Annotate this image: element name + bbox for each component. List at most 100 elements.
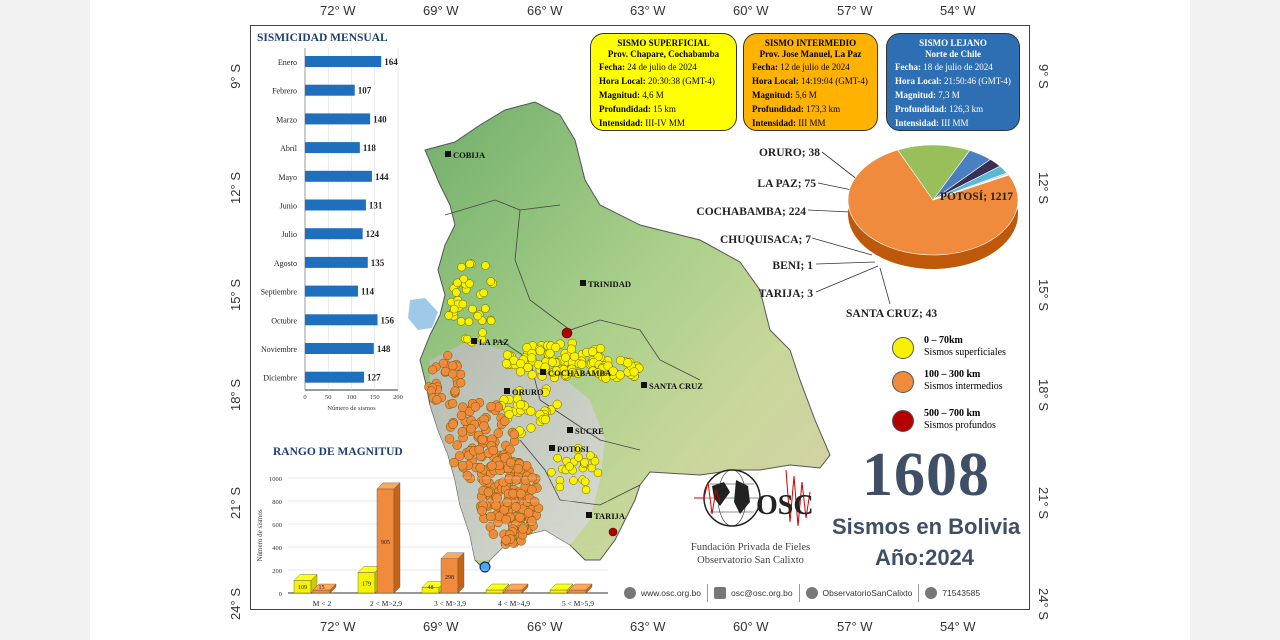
- quake-point-deep: [561, 327, 573, 339]
- magnitude-y-label: Número de sismos: [256, 509, 264, 561]
- monthly-x-label: Número de sismos: [327, 405, 376, 412]
- city-label: POTOSI: [557, 444, 590, 454]
- quake-point: [443, 350, 453, 361]
- monthly-value-label: 140: [373, 114, 387, 124]
- quake-point: [457, 460, 468, 471]
- quake-point: [470, 402, 481, 412]
- quake-point: [459, 274, 469, 284]
- city-label: COBIJA: [453, 150, 486, 160]
- organization-name: Fundación Privada de Fieles Observatorio…: [690, 542, 811, 566]
- quake-point: [511, 475, 522, 485]
- pie-labels: POTOSÍ; 1217 COCHABAMBA; 224 LA PAZ; 75 SAN…: [696, 147, 1013, 320]
- quake-point: [596, 344, 606, 354]
- quake-point: [475, 463, 486, 473]
- lake-titicaca: [408, 298, 438, 330]
- magnitude-category-label: 5 < M>5,9: [562, 599, 594, 608]
- quake-point: [566, 344, 577, 354]
- left-margin: [0, 0, 90, 640]
- city-label: ORURO: [512, 387, 544, 397]
- quake-point: [448, 361, 458, 371]
- quake-point: [462, 470, 473, 481]
- monthly-value-label: 118: [363, 143, 377, 153]
- quake-point: [502, 350, 513, 360]
- quake-point: [481, 261, 490, 270]
- quake-point: [506, 457, 516, 468]
- panel-lejano-subtitle: Norte de Chile: [925, 49, 981, 59]
- quake-point: [580, 458, 589, 467]
- monthly-category-label: Febrero: [272, 87, 297, 96]
- quake-point: [432, 395, 442, 405]
- city-marker: [641, 382, 647, 388]
- monthly-category-label: Mayo: [278, 173, 297, 182]
- footer-facebook[interactable]: ObservatorioSanCalixto: [798, 584, 919, 602]
- quake-point: [486, 401, 496, 412]
- quake-point: [477, 506, 487, 516]
- department-pie-chart: [847, 144, 1019, 269]
- quake-point: [553, 453, 562, 463]
- quake-point: [444, 311, 454, 320]
- panel-intermedio-title: SISMO INTERMEDIO: [764, 38, 857, 48]
- legend-dot-yellow: [892, 337, 914, 359]
- quake-point: [448, 369, 458, 379]
- pie-slice: [847, 149, 1019, 256]
- city-label: COCHABAMBA: [548, 368, 612, 378]
- magnitude-value-label: 109: [298, 585, 307, 591]
- monthly-value-label: 114: [361, 287, 375, 297]
- monthly-bar: [305, 199, 366, 211]
- lat-label: 21° S: [1036, 487, 1051, 519]
- footer-email[interactable]: osc@osc.org.bo: [707, 584, 799, 602]
- monthly-chart-title: SISMICIDAD MENSUAL: [257, 32, 388, 44]
- quake-point: [448, 419, 458, 429]
- magnitude-tick-label: 200: [272, 568, 282, 575]
- lon-label-bottom: 57° W: [837, 619, 873, 634]
- quake-point: [601, 373, 611, 383]
- quake-point: [547, 357, 557, 367]
- monthly-bar: [305, 228, 363, 240]
- quake-point: [486, 277, 496, 286]
- quake-point: [501, 535, 511, 545]
- quake-point: [493, 428, 504, 438]
- osc-logo: OSC: [694, 469, 814, 527]
- city-marker: [504, 388, 510, 394]
- pie-label: LA PAZ; 75: [757, 178, 816, 190]
- quake-point: [527, 370, 537, 380]
- quake-point: [474, 444, 484, 455]
- magnitude-category-label: 2 < M>2,9: [370, 599, 402, 608]
- footer-web[interactable]: www.osc.org.bo: [618, 584, 707, 602]
- lon-label-bottom: 69° W: [423, 619, 459, 634]
- total-line2: Año:2024: [875, 545, 975, 570]
- city-markers: COBIJA TRINIDAD LA PAZ COCHABAMBA SANTA CRUZ…: [445, 150, 703, 521]
- monthly-value-label: 124: [366, 229, 380, 239]
- contact-footer: www.osc.org.bo osc@osc.org.bo Observator…: [618, 580, 1028, 606]
- quake-point: [465, 259, 474, 269]
- quake-point: [515, 512, 525, 523]
- quake-point: [481, 475, 492, 485]
- city-label: LA PAZ: [479, 337, 509, 347]
- magnitude-tick-label: 0: [279, 591, 282, 598]
- pie-label: POTOSÍ; 1217: [940, 189, 1013, 203]
- quake-point: [540, 387, 550, 397]
- quake-point: [526, 406, 536, 416]
- city-marker: [567, 427, 573, 433]
- quake-point: [551, 342, 561, 352]
- city-marker: [471, 338, 477, 344]
- quake-point: [466, 423, 476, 434]
- panel-lejano-title: SISMO LEJANO: [919, 38, 987, 48]
- quake-point: [465, 279, 474, 288]
- quake-point: [516, 400, 526, 410]
- quake-point: [588, 347, 598, 357]
- quake-point: [448, 398, 458, 409]
- footer-phone[interactable]: 71543585: [918, 584, 986, 602]
- monthly-bar: [305, 170, 372, 182]
- quake-point: [452, 440, 462, 450]
- monthly-category-label: Marzo: [276, 115, 297, 124]
- quake-point: [457, 402, 468, 412]
- quake-point: [586, 451, 595, 460]
- magnitude-category-label: 3 < M>3,9: [434, 599, 466, 608]
- legend-dot-orange: [892, 371, 914, 393]
- quake-point: [473, 311, 483, 321]
- quake-point: [527, 353, 537, 363]
- panel-lejano: SISMO LEJANO Norte de Chile Fecha: 18 de…: [886, 33, 1020, 131]
- quake-point: [477, 434, 488, 445]
- quake-point: [458, 299, 468, 309]
